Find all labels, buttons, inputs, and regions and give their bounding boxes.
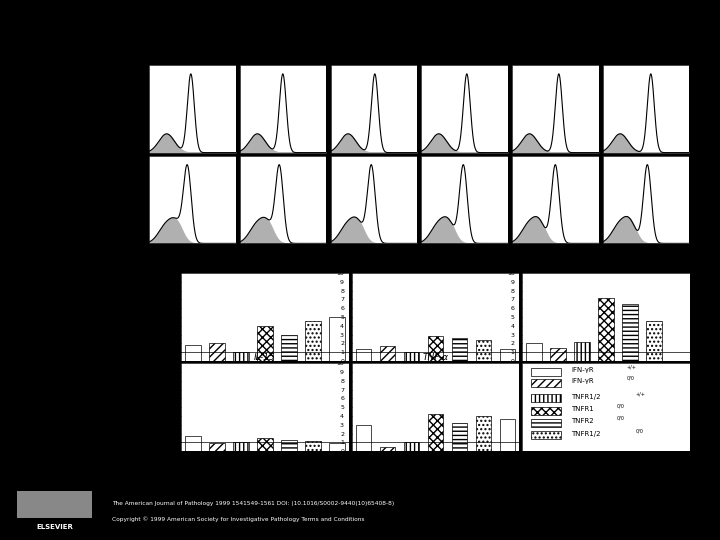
Text: Copyright © 1999 American Society for Investigative Pathology Terms and Conditio: Copyright © 1999 American Society for In… (112, 517, 364, 522)
Bar (476, 416, 491, 451)
Bar (379, 447, 395, 451)
Text: ELSEVIER: ELSEVIER (36, 524, 73, 530)
Text: F4/80 fluorescence intensity: F4/80 fluorescence intensity (365, 253, 474, 262)
Bar (233, 352, 248, 361)
Title: IL-12p40: IL-12p40 (587, 264, 626, 272)
Text: IFN-γR: IFN-γR (571, 378, 593, 384)
Bar (531, 419, 561, 427)
Bar (531, 407, 561, 415)
Text: TNFR2: TNFR2 (571, 418, 593, 424)
Bar (500, 349, 516, 361)
Bar (428, 336, 444, 361)
Bar (356, 425, 372, 451)
Bar (329, 443, 345, 451)
Text: Figure 8: Figure 8 (335, 19, 385, 32)
Bar (451, 423, 467, 451)
Bar (305, 441, 320, 451)
Bar (185, 345, 201, 361)
Bar (526, 343, 542, 361)
Title: IL-1β: IL-1β (254, 264, 276, 272)
Title: TNF-α: TNF-α (423, 354, 449, 362)
Bar (531, 379, 561, 387)
Text: IFN-γR+/+: IFN-γR+/+ (172, 40, 212, 49)
Bar (257, 438, 273, 451)
Text: TNFR1/2+/+: TNFR1/2+/+ (350, 40, 398, 49)
Text: IFN-γR: IFN-γR (571, 367, 593, 373)
Bar (281, 335, 297, 361)
Text: Increase over control: Increase over control (144, 280, 150, 354)
Bar (17, 491, 91, 517)
Text: 0/0: 0/0 (617, 416, 625, 421)
Bar (210, 443, 225, 451)
Bar (531, 394, 561, 402)
Bar (531, 368, 561, 376)
Text: TNFR1: TNFR1 (571, 406, 593, 412)
Bar (500, 418, 516, 451)
Bar (622, 304, 638, 361)
Title: IL-10: IL-10 (425, 264, 446, 272)
Text: The American Journal of Pathology 1999 1541549-1561 DOI: (10.1016/S0002-9440(10): The American Journal of Pathology 1999 1… (112, 501, 394, 506)
Bar (210, 342, 225, 361)
Text: TNFR1/2: TNFR1/2 (571, 394, 600, 400)
Bar (233, 442, 248, 451)
Bar (647, 321, 662, 361)
Bar (404, 352, 419, 361)
Bar (305, 321, 320, 361)
Bar (598, 298, 614, 361)
Bar (329, 317, 345, 361)
Bar (451, 338, 467, 361)
Text: IFN-γR0/0: IFN-γR0/0 (265, 40, 302, 49)
Text: TNFR20/0: TNFR20/0 (536, 40, 574, 49)
Bar (185, 436, 201, 451)
Text: TNFR1/20/0: TNFR1/20/0 (624, 40, 668, 49)
Text: TNFR1/2: TNFR1/2 (571, 430, 600, 437)
Text: +/+: +/+ (636, 391, 645, 396)
Bar (281, 440, 297, 451)
Bar (428, 414, 444, 451)
Text: 0/0: 0/0 (626, 375, 634, 380)
Text: infected: infected (105, 195, 136, 204)
Bar (404, 442, 419, 451)
Text: 0/0: 0/0 (617, 403, 625, 408)
Title: IL-15: IL-15 (254, 354, 276, 362)
Bar (379, 346, 395, 361)
Bar (575, 342, 590, 361)
Text: +/+: +/+ (626, 364, 636, 370)
Text: 0/0: 0/0 (636, 428, 644, 433)
Text: Increase over control: Increase over control (144, 370, 150, 444)
Text: uninfected: uninfected (95, 104, 136, 113)
Text: TNFR10/0: TNFR10/0 (446, 40, 483, 49)
Bar (531, 431, 561, 440)
Bar (550, 348, 566, 361)
Bar (356, 349, 372, 361)
Bar (257, 326, 273, 361)
Bar (476, 340, 491, 361)
